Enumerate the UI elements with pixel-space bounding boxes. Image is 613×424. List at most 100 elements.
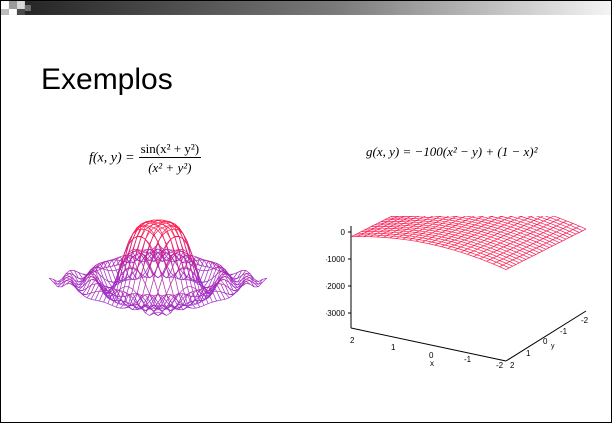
mesh-line [136, 226, 142, 237]
mesh-line [212, 274, 217, 286]
y-tick-2: 0 [543, 337, 548, 346]
mesh-line [170, 224, 175, 230]
mesh-line [470, 252, 478, 256]
mesh-line [153, 294, 159, 300]
mesh-line [174, 292, 180, 296]
mesh-line [161, 301, 167, 309]
mesh-line [383, 231, 387, 234]
mesh-line [141, 294, 146, 299]
mesh-line [447, 248, 455, 251]
mesh-line [187, 252, 192, 259]
mesh-line [540, 216, 544, 218]
mesh-line [166, 260, 171, 269]
mesh-line [454, 244, 462, 248]
mesh-line [489, 259, 497, 263]
mesh-line [166, 264, 171, 273]
mesh-line [474, 227, 479, 231]
mesh-line [510, 226, 518, 230]
mesh-line [128, 294, 134, 299]
mesh-line [174, 226, 180, 237]
mesh-line [408, 238, 413, 241]
mesh-line [429, 225, 436, 228]
mesh-line [506, 243, 511, 246]
mesh-line [132, 269, 138, 290]
mesh-line [501, 221, 508, 224]
mesh-line [491, 221, 498, 224]
mesh-line [220, 291, 226, 294]
mesh-line [241, 273, 247, 281]
mesh-line [157, 221, 163, 224]
mesh-line [186, 268, 192, 281]
mesh-line [519, 260, 523, 264]
mesh-line [523, 229, 528, 232]
mesh-line [119, 258, 125, 269]
mesh-line [241, 280, 247, 287]
mesh-line [178, 251, 184, 269]
mesh-line [500, 229, 505, 233]
mesh-line [141, 224, 146, 230]
mesh-line [57, 280, 62, 282]
mesh-line [499, 258, 504, 261]
mesh-line [441, 246, 448, 249]
mesh-line [501, 216, 508, 219]
mesh-line [460, 244, 465, 248]
mesh-line [249, 283, 255, 288]
mesh-line [529, 243, 534, 246]
mesh-line [170, 294, 175, 299]
mesh-line [470, 245, 475, 248]
mesh-line [396, 236, 400, 239]
mesh-line [61, 275, 67, 280]
mesh-line [182, 306, 188, 311]
mesh-line [491, 219, 495, 222]
mesh-line [513, 239, 517, 243]
mesh-line [526, 233, 531, 236]
mesh-line [520, 232, 527, 236]
mesh-line [145, 260, 150, 269]
mesh-line [249, 280, 255, 288]
mesh-line [220, 265, 226, 273]
mesh-line [523, 234, 527, 238]
mesh-line [149, 228, 155, 234]
mesh-line [530, 216, 534, 218]
mesh-line [523, 219, 531, 223]
mesh-line [208, 291, 213, 293]
mesh-line [432, 232, 439, 235]
mesh-line [157, 299, 163, 307]
mesh-line [569, 235, 573, 238]
mesh-line [543, 232, 550, 236]
mesh-line [471, 216, 479, 219]
mesh-line [497, 237, 501, 240]
mesh-line [107, 270, 113, 283]
mesh-line [111, 296, 117, 306]
mesh-line [471, 234, 475, 237]
mesh-line [510, 237, 517, 241]
mesh-line [513, 241, 521, 245]
mesh-line [461, 221, 469, 224]
mesh-line [86, 292, 92, 295]
mesh-line [572, 223, 580, 227]
mesh-line [406, 229, 413, 231]
mesh-line [533, 220, 541, 224]
mesh-line [132, 236, 138, 252]
mesh-line [540, 226, 544, 229]
mesh-line [470, 241, 478, 245]
mesh-line [111, 299, 117, 304]
mesh-line [207, 268, 213, 282]
mesh-line [484, 229, 492, 233]
mesh-line [428, 234, 436, 237]
mesh-line [136, 275, 142, 295]
z-tick-0: 0 [341, 228, 346, 237]
mesh-line [220, 266, 226, 270]
mesh-line [454, 239, 462, 243]
mesh-line [455, 225, 462, 228]
mesh-line [556, 223, 561, 227]
mesh-line [170, 239, 176, 253]
mesh-line [552, 231, 557, 234]
mesh-line [433, 216, 440, 217]
mesh-line [540, 216, 548, 220]
mesh-line [90, 275, 96, 280]
mesh-line [157, 294, 163, 297]
mesh-line [220, 291, 226, 300]
mesh-line [481, 231, 488, 234]
mesh-line [426, 222, 433, 225]
